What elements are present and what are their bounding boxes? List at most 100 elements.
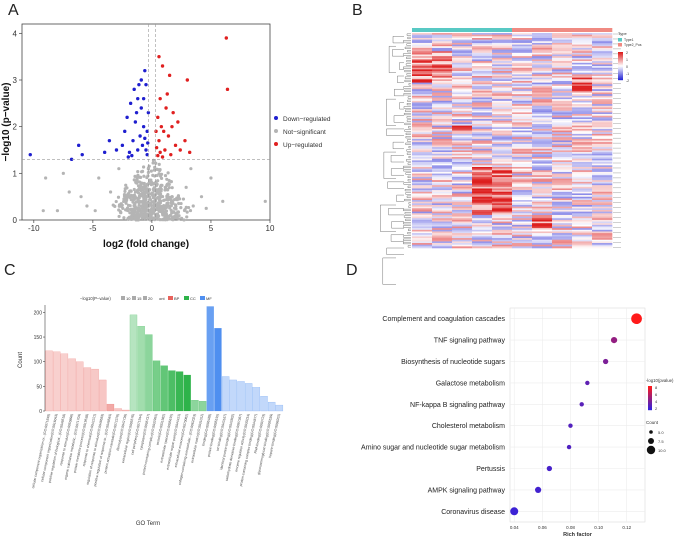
ns-point [114, 199, 118, 204]
heatmap-cell [572, 127, 593, 130]
heatmap-cell [592, 117, 613, 120]
up-regulated-point [165, 92, 169, 96]
heatmap-cell [452, 84, 473, 87]
annotation-legend-label: Type2_Pos [624, 43, 642, 47]
heatmap-cell [532, 59, 553, 62]
heatmap-cell [432, 233, 453, 236]
heatmap-cell [492, 34, 513, 37]
heatmap-cell [452, 214, 473, 217]
heatmap-cell [412, 246, 433, 249]
heatmap-cell [532, 238, 553, 241]
heatmap-cell [552, 130, 573, 133]
ns-point [182, 208, 187, 213]
heatmap-cell [532, 191, 553, 194]
ont-legend-label: MF [206, 296, 212, 301]
y-axis-label: Count [18, 352, 24, 368]
ns-point [97, 176, 101, 180]
row-dendrogram-branch [404, 79, 411, 82]
ns-point [137, 194, 142, 198]
heatmap-cell [492, 226, 513, 229]
heatmap-cell [552, 209, 573, 212]
bar-mf [267, 401, 276, 412]
down-regulated-point [143, 68, 147, 73]
heatmap-cell [432, 165, 453, 168]
color-legend-step [648, 399, 652, 401]
bar-cc [129, 314, 138, 412]
heatmap-cell [572, 216, 593, 219]
heatmap-cell [412, 137, 433, 140]
heatmap-cell [532, 231, 553, 234]
heatmap-cell [472, 33, 493, 35]
heatmap-cell [472, 67, 493, 70]
heatmap-cell [492, 166, 513, 169]
ns-point [136, 218, 140, 222]
heatmap-cell [432, 201, 453, 204]
heatmap-cell [412, 46, 433, 49]
heatmap-cell [492, 216, 513, 219]
heatmap-cell [472, 200, 493, 202]
heatmap-cell [492, 170, 513, 173]
x-tick-label: 0.10 [594, 525, 603, 530]
row-dendrogram-branch [388, 208, 404, 216]
heatmap-cell [572, 165, 593, 168]
heatmap-cell [412, 226, 433, 229]
pathway-label: Complement and coagulation cascades [382, 316, 505, 323]
ns-point [152, 195, 156, 200]
heatmap-cell [532, 205, 553, 207]
heatmap-cell [512, 67, 533, 70]
heatmap-cell [432, 200, 453, 202]
heatmap-cell [412, 132, 433, 135]
heatmap-cell [492, 246, 513, 249]
ns-point [113, 204, 117, 208]
heatmap-cell [432, 145, 453, 148]
row-dendrogram-branch [403, 242, 411, 245]
heatmap-cell [512, 233, 533, 236]
heatmap-cell [492, 61, 513, 64]
row-dendrogram-branch [406, 43, 411, 46]
heatmap-cell [512, 203, 533, 206]
heatmap-cell [472, 150, 493, 153]
bar-mf [221, 376, 230, 412]
heatmap-cell [512, 82, 533, 85]
bar-cc [183, 374, 191, 412]
heatmap-cell [572, 132, 593, 135]
heatmap-cell [592, 97, 613, 100]
heatmap-cell [412, 150, 433, 153]
bar-bp [91, 368, 99, 412]
heatmap-cell [412, 228, 433, 231]
heatmap-cell [472, 79, 493, 82]
heatmap-cell [572, 173, 593, 176]
heatmap-cell [472, 148, 493, 151]
pathway-label: Cholesterol metabolism [432, 423, 505, 430]
heatmap-cell [412, 153, 433, 156]
heatmap-cell [452, 47, 473, 50]
ns-point [133, 174, 137, 179]
row-dendrogram-branch [404, 89, 411, 92]
row-dendrogram-branch [407, 179, 411, 182]
heatmap-cell [592, 107, 613, 110]
up-regulated-point [162, 129, 166, 134]
heatmap-cell [512, 122, 533, 125]
heatmap-cell [432, 183, 453, 186]
column-annotation-cell [572, 28, 593, 32]
down-regulated-point [139, 78, 143, 82]
x-tick-label: 5 [209, 224, 214, 233]
ns-point [142, 174, 146, 178]
bar-cc [152, 360, 161, 412]
ns-point [135, 196, 139, 200]
up-regulated-point [173, 143, 178, 148]
row-dendrogram-branch [407, 96, 411, 99]
ns-point [79, 195, 83, 199]
ns-point [132, 197, 136, 202]
heatmap-cell [592, 115, 613, 118]
heatmap-cell [412, 62, 433, 65]
pathway-dot [546, 465, 553, 472]
heatmap-cell [432, 198, 453, 201]
row-dendrogram-branch [393, 115, 404, 123]
heatmap-cell [572, 163, 593, 166]
heatmap-cell [532, 140, 553, 143]
heatmap-cell [532, 190, 553, 193]
heatmap-cell [572, 109, 593, 112]
heatmap-cell [472, 198, 493, 201]
